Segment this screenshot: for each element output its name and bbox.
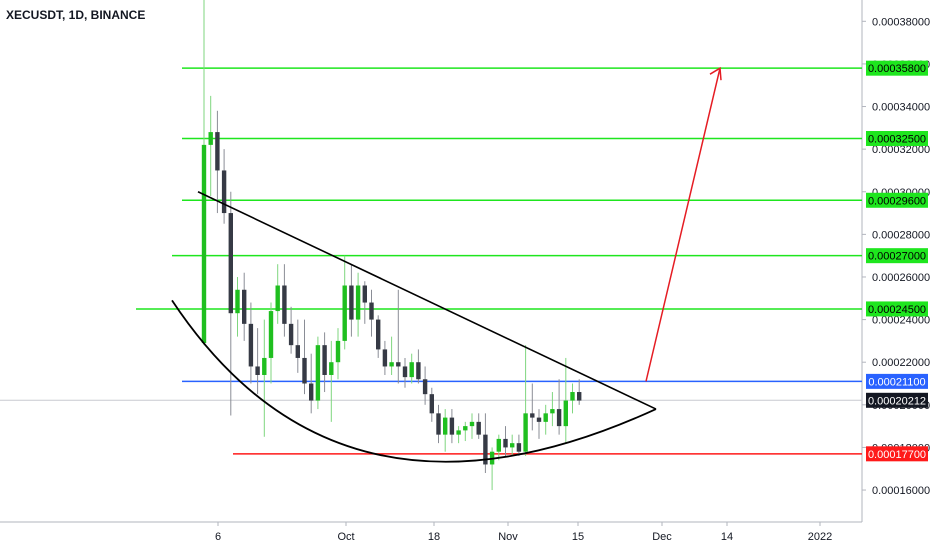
candle-body	[550, 409, 555, 414]
candle-body	[208, 132, 213, 145]
candle-body	[248, 323, 254, 367]
candle-body	[536, 417, 542, 422]
candle-body	[476, 421, 481, 435]
candle-body	[577, 392, 582, 401]
candle-body	[275, 285, 280, 312]
candle-body	[215, 132, 220, 171]
level-badge-label: 0.00035800	[868, 63, 926, 75]
level-badge	[866, 192, 928, 208]
candle-body	[221, 170, 227, 214]
candle-body	[369, 302, 374, 320]
chart-title: XECUSDT, 1D, BINANCE	[6, 8, 146, 22]
y-tick-label: 0.00026000	[872, 272, 930, 284]
candle-body	[409, 362, 414, 378]
candle-body	[523, 413, 528, 452]
x-tick-label: Nov	[498, 531, 518, 543]
level-badge-label: 0.00017700	[868, 449, 926, 461]
candle-body	[322, 345, 327, 375]
descending-trendline	[197, 191, 657, 410]
candle-body	[282, 285, 287, 324]
candle-body	[543, 413, 548, 422]
candle-body	[262, 357, 267, 375]
y-tick-label: 0.00024000	[872, 315, 930, 327]
candle-body	[309, 383, 314, 401]
candle-body	[201, 144, 207, 344]
candle-body	[563, 400, 568, 427]
x-tick-label: 2022	[808, 531, 832, 543]
y-tick-label: 0.00028000	[872, 229, 930, 241]
x-tick-label: 14	[721, 531, 733, 543]
candle-body	[436, 413, 441, 435]
x-tick-label: 6	[215, 531, 221, 543]
level-badge	[866, 446, 928, 462]
candle-body	[570, 392, 575, 401]
projection-arrow-line	[645, 68, 721, 382]
candle-body	[382, 349, 388, 367]
level-badge-label: 0.00021100	[868, 376, 925, 388]
x-tick-label: 15	[572, 531, 584, 543]
candle-body	[396, 362, 401, 367]
candle-body	[302, 357, 307, 384]
candle-body	[516, 443, 522, 452]
candle-body	[463, 426, 468, 431]
candle-body	[422, 379, 428, 395]
level-badge	[866, 60, 928, 76]
y-tick-label: 0.00022000	[872, 357, 930, 369]
candle-body	[510, 443, 515, 448]
x-tick-label: 18	[428, 531, 440, 543]
rounded-bottom-curve	[171, 299, 657, 463]
candle-body	[389, 362, 394, 367]
candle-body	[496, 438, 501, 452]
candle-body	[449, 417, 455, 435]
level-badge	[866, 130, 928, 146]
candle-body	[376, 319, 381, 350]
candle-body	[416, 362, 421, 380]
candle-body	[362, 285, 367, 303]
candle-body	[288, 323, 294, 346]
candle-body	[530, 413, 535, 418]
candle-body	[342, 285, 347, 341]
current-price-label: 0.00020212	[868, 395, 926, 407]
level-badge-label: 0.00032500	[868, 133, 926, 145]
candle-body	[402, 366, 408, 378]
candle-body	[556, 409, 562, 427]
y-tick-label: 0.00032000	[872, 144, 930, 156]
candle-body	[315, 345, 321, 401]
candle-body	[295, 345, 300, 358]
y-tick-label: 0.00038000	[872, 16, 930, 28]
projection-arrow-head	[709, 66, 722, 81]
candle-body	[242, 289, 247, 324]
candle-body	[228, 213, 233, 314]
level-badge-label: 0.00024500	[868, 304, 926, 316]
candle-body	[483, 434, 488, 465]
candle-body	[456, 430, 461, 435]
x-tick-label: Oct	[337, 531, 354, 543]
candle-body	[268, 311, 274, 358]
level-badge-label: 0.00029600	[868, 195, 926, 207]
candle-body	[429, 394, 434, 414]
candle-body	[443, 417, 448, 435]
level-badge-label: 0.00027000	[868, 251, 926, 263]
candle-body	[235, 289, 240, 314]
candle-body	[469, 421, 475, 427]
x-tick-label: Dec	[652, 531, 672, 543]
candle-body	[329, 362, 334, 375]
level-badge	[866, 301, 928, 317]
y-tick-label: 0.00034000	[872, 102, 930, 114]
current-price-badge	[866, 392, 928, 408]
level-badge	[866, 373, 928, 389]
candle-body	[335, 340, 341, 363]
candle-body	[255, 366, 260, 375]
level-badge	[866, 248, 928, 264]
y-tick-label: 0.00016000	[872, 485, 930, 497]
candle-body	[355, 285, 361, 320]
candle-body	[349, 285, 354, 320]
candle-body	[503, 438, 508, 448]
